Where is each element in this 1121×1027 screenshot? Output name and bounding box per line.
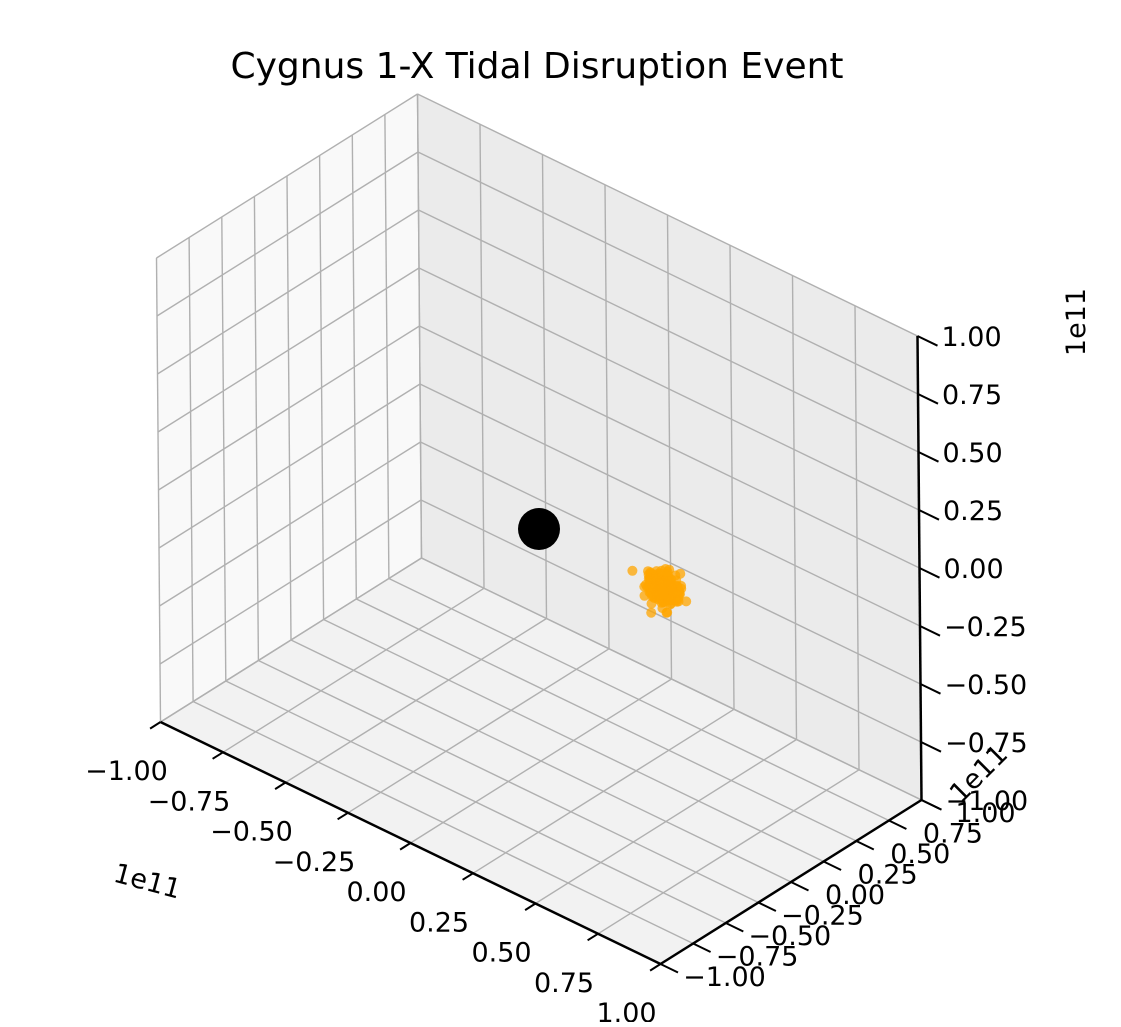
debris-point bbox=[663, 576, 674, 587]
z-gridline bbox=[418, 209, 919, 453]
x-tick bbox=[462, 872, 474, 881]
y-tick bbox=[823, 860, 842, 871]
z-gridline bbox=[417, 93, 918, 337]
x-tick-label: −0.25 bbox=[273, 847, 356, 878]
x-tick bbox=[399, 842, 412, 851]
y-tick-label: −0.50 bbox=[748, 921, 831, 952]
debris-point bbox=[676, 583, 687, 594]
z-tick-label: 0.50 bbox=[943, 438, 1003, 469]
z-gridline bbox=[417, 151, 919, 395]
x-tick bbox=[524, 902, 537, 911]
x-tick-label: −0.75 bbox=[148, 786, 231, 817]
z-tick bbox=[919, 625, 941, 637]
x-tick bbox=[587, 932, 599, 942]
z-tick-label: 0.00 bbox=[944, 554, 1004, 585]
y-tick-label: 0.50 bbox=[890, 839, 950, 870]
x-tick-label: 0.50 bbox=[471, 938, 531, 969]
x-gridline bbox=[729, 245, 735, 710]
x-tick-label: −1.00 bbox=[85, 756, 168, 787]
z-tick-label: −0.75 bbox=[945, 728, 1028, 759]
y-tick bbox=[757, 901, 777, 912]
z-gridline bbox=[418, 267, 920, 511]
x-tick-label: −0.50 bbox=[210, 817, 293, 848]
debris-point bbox=[627, 565, 638, 576]
debris-point bbox=[663, 594, 674, 605]
x-tick bbox=[149, 721, 162, 730]
x-gridline bbox=[791, 275, 798, 740]
z-axis-offset-label: 1e11 bbox=[1061, 288, 1092, 356]
z-tick-label: −1.00 bbox=[946, 786, 1029, 817]
z-gridline bbox=[158, 325, 420, 491]
z-tick-label: −0.25 bbox=[944, 612, 1027, 643]
y-gridline bbox=[351, 134, 357, 600]
debris-point bbox=[656, 565, 667, 576]
y-gridline bbox=[421, 557, 922, 801]
z-gridline bbox=[156, 93, 418, 259]
y-gridline bbox=[290, 639, 792, 883]
y-tick bbox=[888, 819, 907, 830]
y-tick-label: 1.00 bbox=[955, 798, 1015, 829]
y-tick bbox=[921, 799, 940, 810]
x-gridline bbox=[854, 305, 860, 770]
z-tick bbox=[917, 393, 939, 405]
x-tick-label: 0.00 bbox=[346, 877, 406, 908]
y-tick-label: −1.00 bbox=[683, 962, 766, 993]
chart-title: Cygnus 1-X Tidal Disruption Event bbox=[230, 46, 843, 87]
y-gridline bbox=[416, 93, 423, 559]
z-gridline bbox=[157, 267, 420, 433]
z-tick bbox=[920, 741, 942, 753]
y-gridline bbox=[388, 577, 890, 822]
x-gridline bbox=[535, 738, 797, 905]
y-tick-label: 0.00 bbox=[825, 880, 885, 911]
z-tick-label: −0.50 bbox=[945, 670, 1028, 701]
x-tick bbox=[337, 811, 349, 821]
x-axis-offset-label: 1e11 bbox=[110, 858, 184, 906]
x-tick bbox=[212, 751, 224, 760]
y-tick-label: −0.25 bbox=[781, 901, 864, 932]
x-tick-label: 1.00 bbox=[596, 998, 656, 1022]
z-tick-label: 0.25 bbox=[943, 496, 1003, 527]
y-tick bbox=[790, 881, 809, 892]
y-tick-label: 0.25 bbox=[858, 860, 918, 891]
y-tick bbox=[725, 922, 744, 933]
grid-lines bbox=[155, 93, 923, 965]
x-tick bbox=[649, 963, 662, 972]
x-gridline bbox=[472, 708, 735, 874]
debris-point bbox=[673, 596, 684, 607]
y-tick bbox=[855, 840, 875, 851]
y-gridline bbox=[323, 618, 824, 863]
x-tick bbox=[274, 781, 287, 790]
data-points bbox=[518, 508, 692, 618]
z-tick bbox=[920, 683, 941, 695]
z-tick-label: 1.00 bbox=[942, 322, 1002, 353]
z-gridline bbox=[156, 151, 419, 317]
debris-point bbox=[662, 607, 673, 618]
debris-point bbox=[646, 607, 657, 618]
axis-ticks: −1.00−1.00−1.00−0.75−0.75−0.75−0.50−0.50… bbox=[85, 322, 1029, 1027]
z-tick bbox=[918, 509, 940, 521]
black-hole-point bbox=[518, 508, 560, 550]
debris-point bbox=[658, 587, 669, 598]
x-tick-label: 0.75 bbox=[534, 968, 594, 999]
z-tick bbox=[919, 567, 940, 579]
z-tick bbox=[917, 335, 938, 347]
y-tick bbox=[692, 942, 712, 953]
z-gridline bbox=[157, 209, 419, 375]
y-gridline bbox=[318, 155, 325, 620]
debris-point bbox=[681, 596, 692, 607]
x-tick-label: 0.25 bbox=[409, 907, 469, 938]
y-tick-label: −0.75 bbox=[716, 942, 799, 973]
x-gridline bbox=[597, 769, 860, 935]
z-tick-label: 0.75 bbox=[942, 380, 1002, 411]
y-gridline bbox=[384, 114, 390, 579]
y-tick-label: 0.75 bbox=[923, 819, 983, 850]
debris-point bbox=[647, 572, 658, 583]
y-gridline bbox=[355, 598, 857, 842]
z-gridline bbox=[419, 325, 920, 569]
y-tick bbox=[660, 963, 679, 974]
z-tick bbox=[918, 451, 939, 463]
debris-point bbox=[671, 575, 682, 586]
